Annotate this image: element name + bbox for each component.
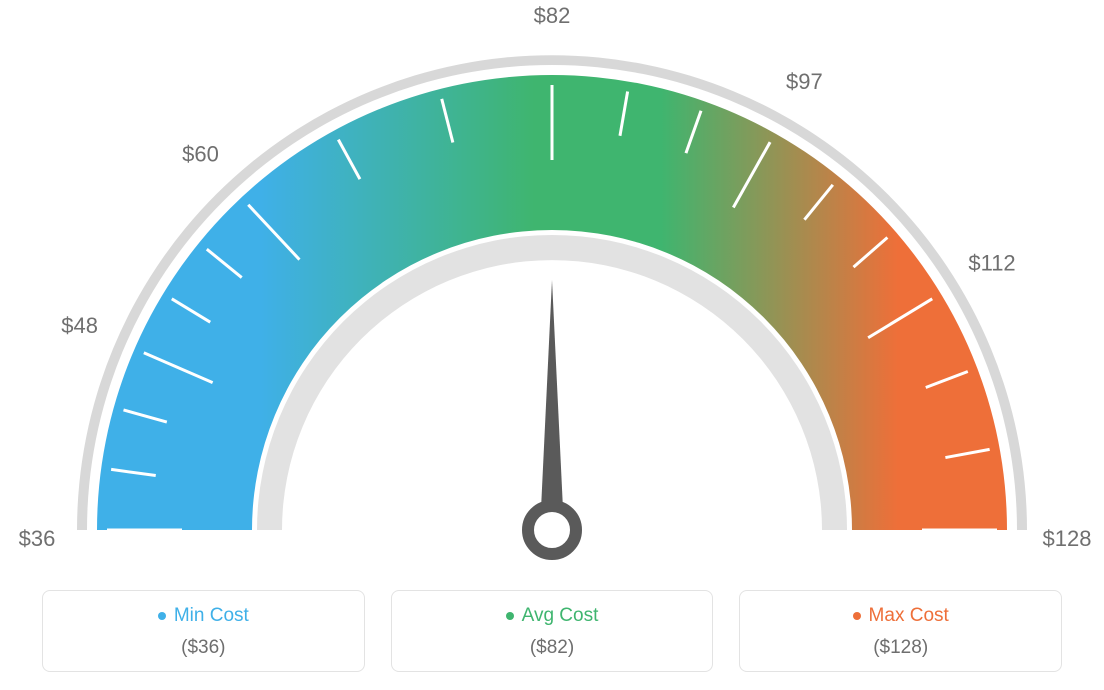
legend-label-max: Max Cost: [869, 605, 949, 627]
legend-dot-max: [853, 612, 861, 620]
legend-card-avg: Avg Cost ($82): [391, 590, 714, 672]
legend-title-min: Min Cost: [158, 605, 249, 627]
svg-text:$48: $48: [61, 313, 98, 338]
legend-dot-avg: [506, 612, 514, 620]
gauge-area: $36 $48 $60 $82 $97 $112 $128: [0, 0, 1104, 575]
cost-gauge-chart: $36 $48 $60 $82 $97 $112 $128 Min Cost ($36) A…: [0, 0, 1104, 690]
svg-text:$82: $82: [534, 3, 571, 28]
legend-title-max: Max Cost: [853, 605, 949, 627]
svg-text:$97: $97: [786, 69, 823, 94]
gauge-svg: $36 $48 $60 $82 $97 $112 $128: [0, 0, 1104, 575]
legend-row: Min Cost ($36) Avg Cost ($82) Max Cost (…: [0, 590, 1104, 672]
svg-text:$128: $128: [1043, 526, 1092, 551]
legend-value-min: ($36): [53, 637, 354, 659]
legend-label-avg: Avg Cost: [522, 605, 599, 627]
legend-title-avg: Avg Cost: [506, 605, 599, 627]
legend-label-min: Min Cost: [174, 605, 249, 627]
legend-card-min: Min Cost ($36): [42, 590, 365, 672]
legend-dot-min: [158, 612, 166, 620]
svg-text:$36: $36: [19, 526, 56, 551]
legend-value-max: ($128): [750, 637, 1051, 659]
svg-text:$60: $60: [182, 142, 219, 167]
legend-value-avg: ($82): [402, 637, 703, 659]
svg-text:$112: $112: [968, 250, 1015, 275]
legend-card-max: Max Cost ($128): [739, 590, 1062, 672]
